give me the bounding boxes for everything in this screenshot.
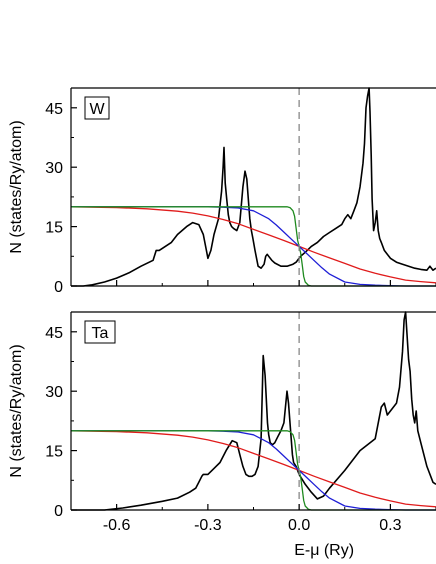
- x-tick-labels: -0.6 -0.3 0.0 0.3: [103, 517, 402, 534]
- panel-ta-curves: [70, 311, 436, 511]
- panel-ta-y-ticks: 0 15 30 45: [45, 325, 77, 520]
- panel-ta-tag-label: Ta: [92, 325, 109, 342]
- y-tick-label: 0: [54, 279, 63, 296]
- x-tick-label: 0.0: [288, 517, 310, 534]
- y-tick-label: 30: [45, 160, 63, 177]
- panel-w-y-ticks: 0 15 30 45: [45, 101, 77, 296]
- panel-ta-x-ticks: [70, 504, 436, 510]
- x-axis-label: E-μ (Ry): [294, 542, 354, 559]
- y-tick-label: 45: [45, 101, 63, 118]
- panel-w-tag-box: [84, 96, 110, 120]
- curve-black: [71, 311, 436, 511]
- panel-w-y-axis-label: N (states/Ry/atom): [8, 120, 25, 253]
- curve-red: [70, 206, 436, 284]
- y-tick-label: 30: [45, 384, 63, 401]
- curve-red: [70, 430, 436, 508]
- y-tick-label: 15: [45, 220, 63, 237]
- x-tick-label: -0.6: [103, 517, 131, 534]
- curve-blue: [71, 206, 436, 287]
- curve-black: [71, 87, 436, 287]
- y-tick-label: 45: [45, 325, 63, 342]
- x-tick-label: -0.3: [194, 517, 222, 534]
- panel-ta-tag: Ta: [84, 320, 116, 344]
- panel-w-x-ticks: [70, 280, 436, 286]
- panel-w-tag: W: [84, 96, 110, 120]
- panel-ta-y-axis-label: N (states/Ry/atom): [8, 344, 25, 477]
- panel-w: 0 15 30 45 W N (states/Ry/atom): [8, 87, 436, 296]
- panel-ta-tag-box: [84, 320, 116, 344]
- x-tick-label: 0.3: [379, 517, 401, 534]
- curve-blue: [71, 430, 436, 511]
- panel-w-tag-label: W: [89, 101, 105, 118]
- y-tick-label: 0: [54, 503, 63, 520]
- y-tick-label: 15: [45, 444, 63, 461]
- panel-ta: 0 15 30 45 Ta N (states/Ry/atom): [8, 311, 436, 520]
- panel-w-curves: [70, 87, 436, 287]
